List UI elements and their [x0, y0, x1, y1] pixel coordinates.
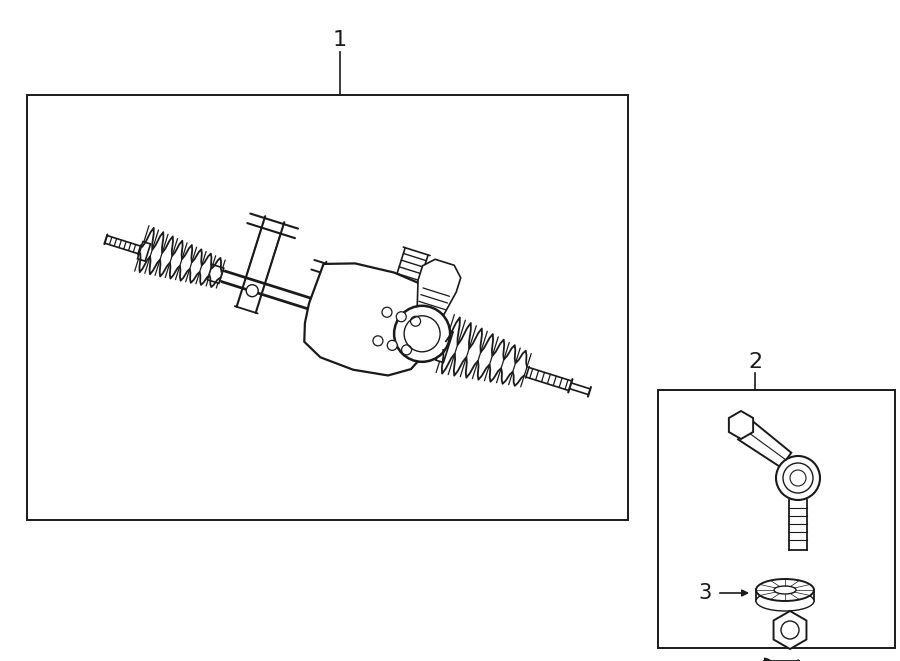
Circle shape [382, 307, 392, 317]
Circle shape [373, 336, 382, 346]
Polygon shape [436, 330, 453, 362]
Polygon shape [138, 241, 150, 261]
Circle shape [387, 340, 397, 350]
Circle shape [394, 306, 450, 362]
Bar [27, 95, 628, 520]
Circle shape [410, 316, 420, 327]
Polygon shape [304, 264, 436, 375]
Circle shape [776, 456, 820, 500]
Text: 3: 3 [698, 583, 712, 603]
Ellipse shape [774, 586, 796, 594]
Text: 1: 1 [333, 30, 347, 50]
Polygon shape [207, 264, 224, 284]
Polygon shape [773, 611, 806, 649]
Text: 2: 2 [748, 352, 762, 372]
Polygon shape [212, 266, 223, 282]
Ellipse shape [756, 579, 814, 601]
Circle shape [401, 345, 411, 355]
Ellipse shape [756, 591, 814, 611]
Circle shape [396, 312, 406, 322]
Bar [658, 390, 895, 648]
Circle shape [247, 285, 258, 297]
Circle shape [781, 621, 799, 639]
Polygon shape [729, 411, 753, 439]
Polygon shape [738, 420, 791, 467]
Polygon shape [418, 259, 461, 315]
